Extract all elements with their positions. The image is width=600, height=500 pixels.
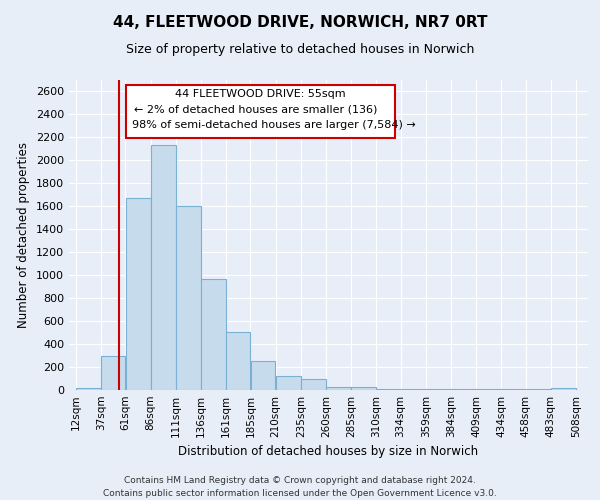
Text: 44, FLEETWOOD DRIVE, NORWICH, NR7 0RT: 44, FLEETWOOD DRIVE, NORWICH, NR7 0RT — [113, 15, 487, 30]
Bar — [76, 388, 101, 390]
Bar — [301, 379, 326, 390]
Bar — [352, 386, 376, 390]
Bar — [125, 198, 151, 390]
FancyBboxPatch shape — [127, 84, 395, 138]
Bar — [376, 389, 400, 390]
Y-axis label: Number of detached properties: Number of detached properties — [17, 142, 31, 328]
Text: Size of property relative to detached houses in Norwich: Size of property relative to detached ho… — [126, 42, 474, 56]
Bar — [251, 360, 275, 390]
Bar — [276, 376, 301, 390]
Bar — [176, 206, 201, 390]
Bar — [101, 356, 125, 390]
Bar — [401, 389, 425, 390]
Bar — [551, 388, 576, 390]
Text: ← 2% of detached houses are smaller (136): ← 2% of detached houses are smaller (136… — [134, 105, 377, 115]
Bar — [151, 146, 176, 390]
X-axis label: Distribution of detached houses by size in Norwich: Distribution of detached houses by size … — [178, 446, 479, 458]
Bar — [226, 332, 250, 390]
Text: Contains public sector information licensed under the Open Government Licence v3: Contains public sector information licen… — [103, 488, 497, 498]
Text: 44 FLEETWOOD DRIVE: 55sqm: 44 FLEETWOOD DRIVE: 55sqm — [175, 89, 346, 99]
Bar — [201, 278, 226, 390]
Bar — [326, 386, 351, 390]
Text: Contains HM Land Registry data © Crown copyright and database right 2024.: Contains HM Land Registry data © Crown c… — [124, 476, 476, 485]
Text: 98% of semi-detached houses are larger (7,584) →: 98% of semi-detached houses are larger (… — [131, 120, 415, 130]
